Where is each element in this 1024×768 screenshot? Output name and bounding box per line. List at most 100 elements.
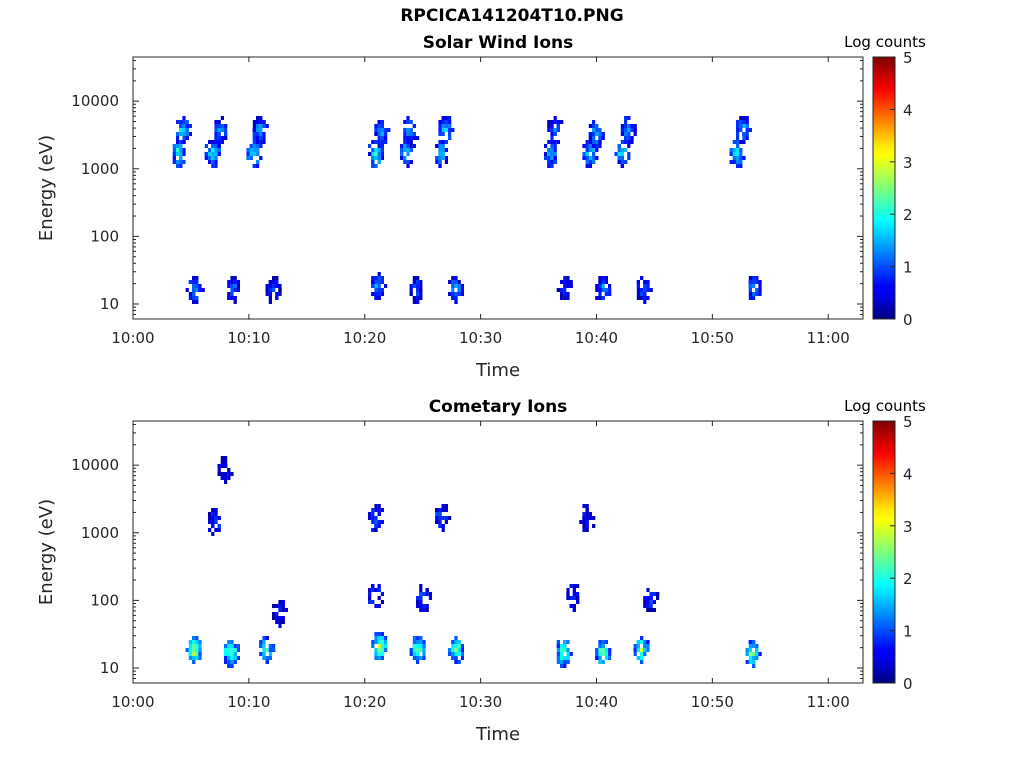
data-cell (220, 464, 224, 468)
data-cell (435, 156, 439, 160)
data-cell (550, 164, 554, 168)
data-cell (416, 300, 420, 304)
data-cell (630, 124, 634, 128)
data-cell (377, 652, 381, 656)
data-cell (371, 640, 375, 644)
data-cell (460, 288, 464, 292)
data-cell (748, 292, 752, 296)
data-cell (176, 164, 180, 168)
data-cell (640, 296, 644, 300)
data-cell (444, 120, 448, 124)
data-cell (441, 152, 445, 156)
data-cell (208, 528, 212, 532)
data-cell (377, 292, 381, 296)
data-cell (620, 160, 624, 164)
data-cell (627, 136, 631, 140)
colorbar-tick-label: 4 (903, 465, 913, 483)
data-cell (377, 588, 381, 592)
data-cell (441, 156, 445, 160)
data-cell (409, 648, 413, 652)
data-cell (620, 148, 624, 152)
data-cell (233, 660, 237, 664)
data-cell (195, 300, 199, 304)
data-cell (249, 144, 253, 148)
data-cell (598, 296, 602, 300)
data-cell (252, 124, 256, 128)
data-cell (601, 284, 605, 288)
data-cell (230, 664, 234, 668)
data-cell (630, 128, 634, 132)
data-cell (179, 132, 183, 136)
data-cell (406, 144, 410, 148)
data-cell (192, 660, 196, 664)
data-cell (585, 512, 589, 516)
data-cell (441, 148, 445, 152)
x-tick-label: 10:00 (111, 329, 154, 347)
data-cell (550, 160, 554, 164)
data-cell (608, 652, 612, 656)
y-axis-label: Energy (eV) (36, 499, 57, 605)
data-cell (598, 652, 602, 656)
data-cell (556, 660, 560, 664)
data-cell (185, 136, 189, 140)
data-cell (275, 296, 279, 300)
x-tick-label: 10:50 (691, 693, 734, 711)
data-cell (214, 520, 218, 524)
data-cell (422, 592, 426, 596)
data-cell (377, 280, 381, 284)
data-cell (739, 160, 743, 164)
data-cell (563, 288, 567, 292)
data-cell (176, 140, 180, 144)
data-cell (211, 148, 215, 152)
data-cell (425, 608, 429, 612)
data-cell (755, 656, 759, 660)
data-cell (748, 276, 752, 280)
data-cell (419, 604, 423, 608)
data-cell (582, 524, 586, 528)
data-cell (374, 528, 378, 532)
data-cell (588, 156, 592, 160)
data-cell (233, 300, 237, 304)
data-cell (281, 600, 285, 604)
data-cell (233, 288, 237, 292)
data-cell (416, 276, 420, 280)
data-cell (598, 280, 602, 284)
data-cell (262, 120, 266, 124)
data-cell (265, 284, 269, 288)
data-cell (752, 640, 756, 644)
data-cell (233, 648, 237, 652)
data-cell (380, 132, 384, 136)
data-cell (412, 644, 416, 648)
data-cell (435, 508, 439, 512)
data-cell (441, 132, 445, 136)
data-cell (406, 148, 410, 152)
data-cell (652, 592, 656, 596)
data-cell (371, 292, 375, 296)
data-cell (595, 296, 599, 300)
data-cell (448, 132, 452, 136)
data-cell (742, 120, 746, 124)
data-cell (438, 132, 442, 136)
data-cell (409, 120, 413, 124)
data-cell (236, 656, 240, 660)
data-cell (220, 136, 224, 140)
data-cell (451, 652, 455, 656)
data-cell (380, 128, 384, 132)
data-cell (547, 120, 551, 124)
data-cell (208, 160, 212, 164)
data-cell (259, 132, 263, 136)
data-cell (268, 652, 272, 656)
data-cell (624, 132, 628, 136)
data-cell (377, 132, 381, 136)
data-cell (377, 524, 381, 528)
data-cell (227, 472, 231, 476)
data-cell (268, 280, 272, 284)
data-cell (214, 528, 218, 532)
data-cell (217, 472, 221, 476)
data-cell (384, 644, 388, 648)
data-cell (566, 656, 570, 660)
data-cell (560, 656, 564, 660)
data-cell (736, 144, 740, 148)
data-cell (563, 644, 567, 648)
